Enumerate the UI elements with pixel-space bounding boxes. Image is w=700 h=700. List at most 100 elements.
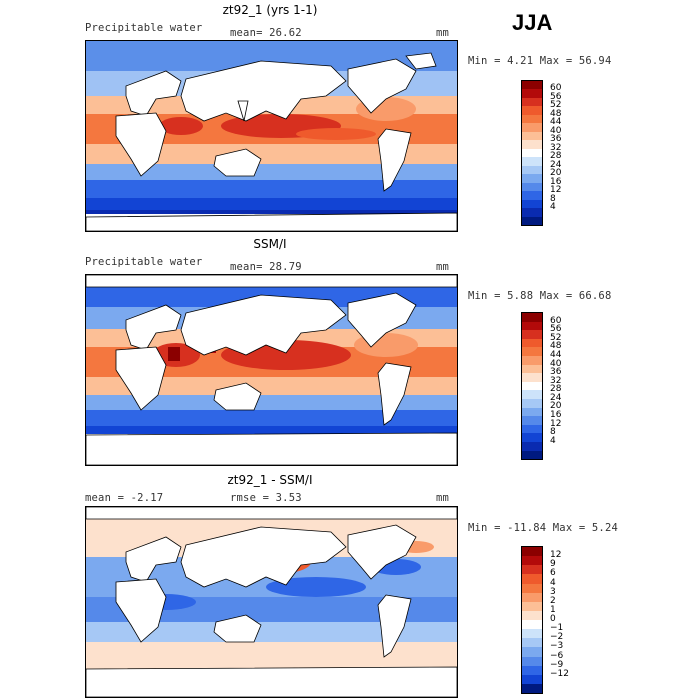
panel2-colorbar xyxy=(521,312,543,460)
panel1-title: zt92_1 (yrs 1-1) xyxy=(222,3,318,17)
panel2-mean-label: mean= 28.79 xyxy=(230,261,302,273)
colorbar-tick-label: 4 xyxy=(550,577,556,588)
colorbar-tick-label: 52 xyxy=(550,332,562,343)
colorbar-tick-label: 28 xyxy=(550,384,562,395)
colorbar-tick-label: −12 xyxy=(550,668,569,679)
panel1-minmax: Min = 4.21 Max = 56.94 xyxy=(468,55,612,67)
colorbar-swatch xyxy=(522,433,542,442)
panel3-map xyxy=(85,506,458,698)
panel2-minmax: Min = 5.88 Max = 66.68 xyxy=(468,290,612,302)
colorbar-tick-label: 40 xyxy=(550,125,562,136)
colorbar-tick-label: 36 xyxy=(550,367,562,378)
colorbar-swatch xyxy=(522,407,542,417)
panel2-title: SSM/I xyxy=(253,237,287,251)
colorbar-swatch xyxy=(522,81,542,90)
colorbar-tick-label: 44 xyxy=(550,117,562,128)
colorbar-swatch xyxy=(522,390,542,399)
panel3-units: mm xyxy=(436,492,450,504)
colorbar-tick-label: 48 xyxy=(550,108,562,119)
colorbar-tick-label: −2 xyxy=(550,632,564,643)
colorbar-swatch xyxy=(522,114,542,124)
colorbar-tick-label: 40 xyxy=(550,358,562,369)
colorbar-tick-label: 3 xyxy=(550,586,556,597)
colorbar-tick-label: 44 xyxy=(550,349,562,360)
colorbar-swatch xyxy=(522,330,542,339)
colorbar-tick-label: 56 xyxy=(550,324,562,335)
colorbar-tick-label: 6 xyxy=(550,568,556,579)
colorbar-tick-label: −1 xyxy=(550,623,564,634)
colorbar-swatch xyxy=(522,620,542,630)
colorbar-swatch xyxy=(522,424,542,434)
colorbar-tick-label: 12 xyxy=(550,550,562,561)
colorbar-swatch xyxy=(522,416,542,425)
colorbar-tick-label: 16 xyxy=(550,410,562,421)
colorbar-swatch xyxy=(522,556,542,566)
colorbar-swatch xyxy=(522,364,542,374)
colorbar-swatch xyxy=(522,656,542,666)
colorbar-swatch xyxy=(522,106,542,115)
colorbar-swatch xyxy=(522,140,542,149)
colorbar-swatch xyxy=(522,665,542,675)
colorbar-tick-label: 4 xyxy=(550,435,556,446)
colorbar-tick-label: 4 xyxy=(550,202,556,213)
colorbar-swatch xyxy=(522,89,542,98)
colorbar-tick-label: 48 xyxy=(550,341,562,352)
colorbar-tick-label: 1 xyxy=(550,604,556,615)
panel2-units: mm xyxy=(436,261,450,273)
colorbar-tick-label: 24 xyxy=(550,392,562,403)
colorbar-swatch xyxy=(522,647,542,657)
colorbar-swatch xyxy=(522,131,542,141)
colorbar-swatch xyxy=(522,191,542,200)
panel3-rmse-label: rmse = 3.53 xyxy=(230,492,302,504)
colorbar-tick-label: 32 xyxy=(550,375,562,386)
colorbar-swatch xyxy=(522,683,542,693)
colorbar-tick-label: 12 xyxy=(550,185,562,196)
panel2-left-label: Precipitable water xyxy=(85,256,203,268)
colorbar-swatch xyxy=(522,148,542,158)
colorbar-swatch xyxy=(522,165,542,175)
colorbar-swatch xyxy=(522,674,542,684)
panel3-title: zt92_1 - SSM/I xyxy=(227,473,313,487)
colorbar-swatch xyxy=(522,157,542,166)
colorbar-tick-label: 28 xyxy=(550,151,562,162)
colorbar-swatch xyxy=(522,355,542,365)
panel3-minmax: Min = -11.84 Max = 5.24 xyxy=(468,522,618,534)
colorbar-swatch xyxy=(522,574,542,584)
colorbar-tick-label: 60 xyxy=(550,315,562,326)
colorbar-swatch xyxy=(522,373,542,382)
colorbar-tick-label: 52 xyxy=(550,100,562,111)
panel3-mean-label: mean = -2.17 xyxy=(85,492,164,504)
colorbar-swatch xyxy=(522,547,542,557)
colorbar-swatch xyxy=(522,583,542,593)
colorbar-swatch xyxy=(522,313,542,322)
colorbar-swatch xyxy=(522,441,542,451)
colorbar-swatch xyxy=(522,398,542,408)
colorbar-swatch xyxy=(522,629,542,639)
colorbar-tick-label: 20 xyxy=(550,168,562,179)
colorbar-swatch xyxy=(522,208,542,217)
colorbar-swatch xyxy=(522,97,542,107)
colorbar-swatch xyxy=(522,381,542,391)
colorbar-tick-label: 16 xyxy=(550,176,562,187)
panel1-units: mm xyxy=(436,27,450,39)
colorbar-tick-label: 20 xyxy=(550,401,562,412)
colorbar-tick-label: −9 xyxy=(550,659,564,670)
colorbar-swatch xyxy=(522,216,542,225)
panel3-colorbar xyxy=(521,546,543,694)
colorbar-swatch xyxy=(522,199,542,209)
panel2-map xyxy=(85,274,458,466)
colorbar-tick-label: 9 xyxy=(550,559,556,570)
colorbar-swatch xyxy=(522,638,542,648)
panel1-map xyxy=(85,40,458,232)
colorbar-tick-label: 56 xyxy=(550,91,562,102)
colorbar-tick-label: 12 xyxy=(550,418,562,429)
colorbar-tick-label: 2 xyxy=(550,595,556,606)
colorbar-tick-label: −3 xyxy=(550,641,564,652)
colorbar-swatch xyxy=(522,565,542,575)
colorbar-swatch xyxy=(522,592,542,602)
colorbar-swatch xyxy=(522,321,542,331)
colorbar-tick-label: 32 xyxy=(550,142,562,153)
colorbar-swatch xyxy=(522,450,542,460)
colorbar-tick-label: 0 xyxy=(550,614,556,624)
colorbar-swatch xyxy=(522,182,542,192)
